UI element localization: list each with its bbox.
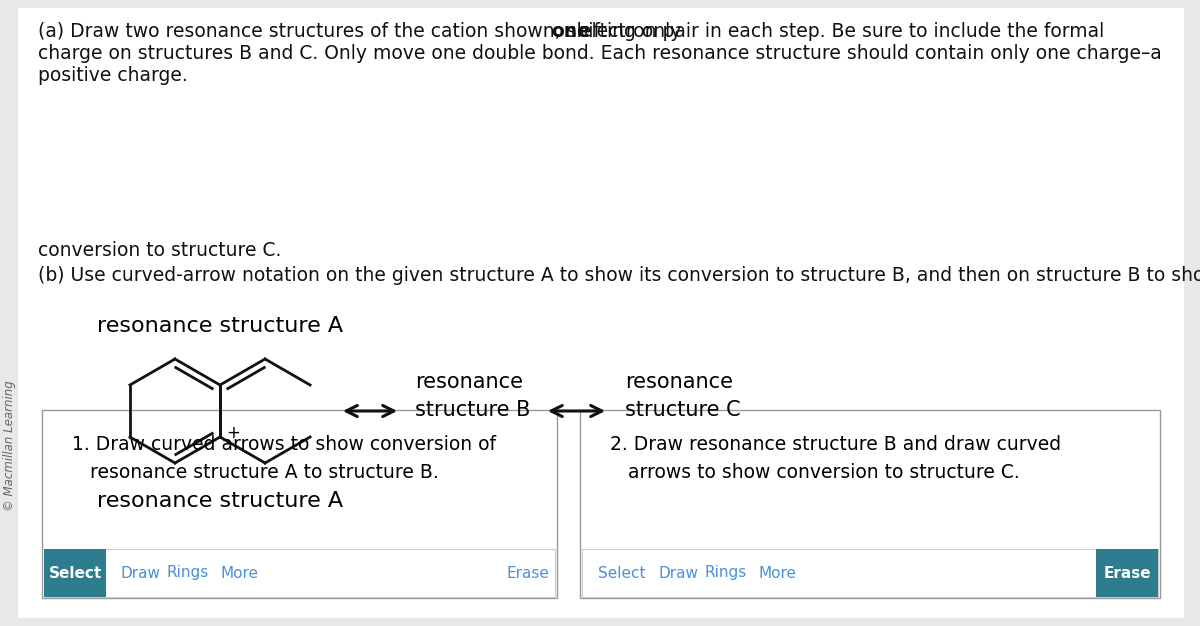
FancyBboxPatch shape bbox=[1096, 549, 1158, 597]
FancyBboxPatch shape bbox=[44, 549, 554, 597]
Text: Erase: Erase bbox=[1103, 565, 1151, 580]
Text: (a) Draw two resonance structures of the cation shown, shifting only: (a) Draw two resonance structures of the… bbox=[38, 22, 688, 41]
Text: 2. Draw resonance structure B and draw curved: 2. Draw resonance structure B and draw c… bbox=[610, 435, 1061, 454]
Text: Erase: Erase bbox=[508, 565, 550, 580]
Text: conversion to structure C.: conversion to structure C. bbox=[38, 241, 281, 260]
Text: resonance structure A: resonance structure A bbox=[97, 316, 343, 336]
FancyBboxPatch shape bbox=[582, 549, 1158, 597]
Text: resonance
structure B: resonance structure B bbox=[415, 372, 530, 420]
Text: positive charge.: positive charge. bbox=[38, 66, 187, 85]
Text: Rings: Rings bbox=[167, 565, 209, 580]
Text: Draw: Draw bbox=[658, 565, 698, 580]
Text: Draw: Draw bbox=[120, 565, 160, 580]
FancyBboxPatch shape bbox=[42, 410, 557, 598]
FancyBboxPatch shape bbox=[44, 549, 106, 597]
Text: Select: Select bbox=[598, 565, 646, 580]
Text: resonance
structure C: resonance structure C bbox=[625, 372, 740, 420]
Text: +: + bbox=[226, 424, 240, 442]
Text: one: one bbox=[552, 22, 590, 41]
Text: © Macmillan Learning: © Macmillan Learning bbox=[4, 381, 17, 511]
FancyBboxPatch shape bbox=[580, 410, 1160, 598]
FancyBboxPatch shape bbox=[18, 8, 1184, 618]
Text: Rings: Rings bbox=[706, 565, 748, 580]
Text: arrows to show conversion to structure C.: arrows to show conversion to structure C… bbox=[610, 463, 1020, 482]
Text: resonance structure A to structure B.: resonance structure A to structure B. bbox=[72, 463, 439, 482]
Text: More: More bbox=[220, 565, 258, 580]
Text: (b) Use curved-arrow notation on the given structure A to show its conversion to: (b) Use curved-arrow notation on the giv… bbox=[38, 266, 1200, 285]
Text: resonance structure A: resonance structure A bbox=[97, 491, 343, 511]
Text: charge on structures B and C. Only move one double bond. Each resonance structur: charge on structures B and C. Only move … bbox=[38, 44, 1162, 63]
Text: 1. Draw curved arrows to show conversion of: 1. Draw curved arrows to show conversion… bbox=[72, 435, 496, 454]
Text: electron pair in each step. Be sure to include the formal: electron pair in each step. Be sure to i… bbox=[574, 22, 1104, 41]
Text: Select: Select bbox=[48, 565, 102, 580]
Text: More: More bbox=[758, 565, 796, 580]
